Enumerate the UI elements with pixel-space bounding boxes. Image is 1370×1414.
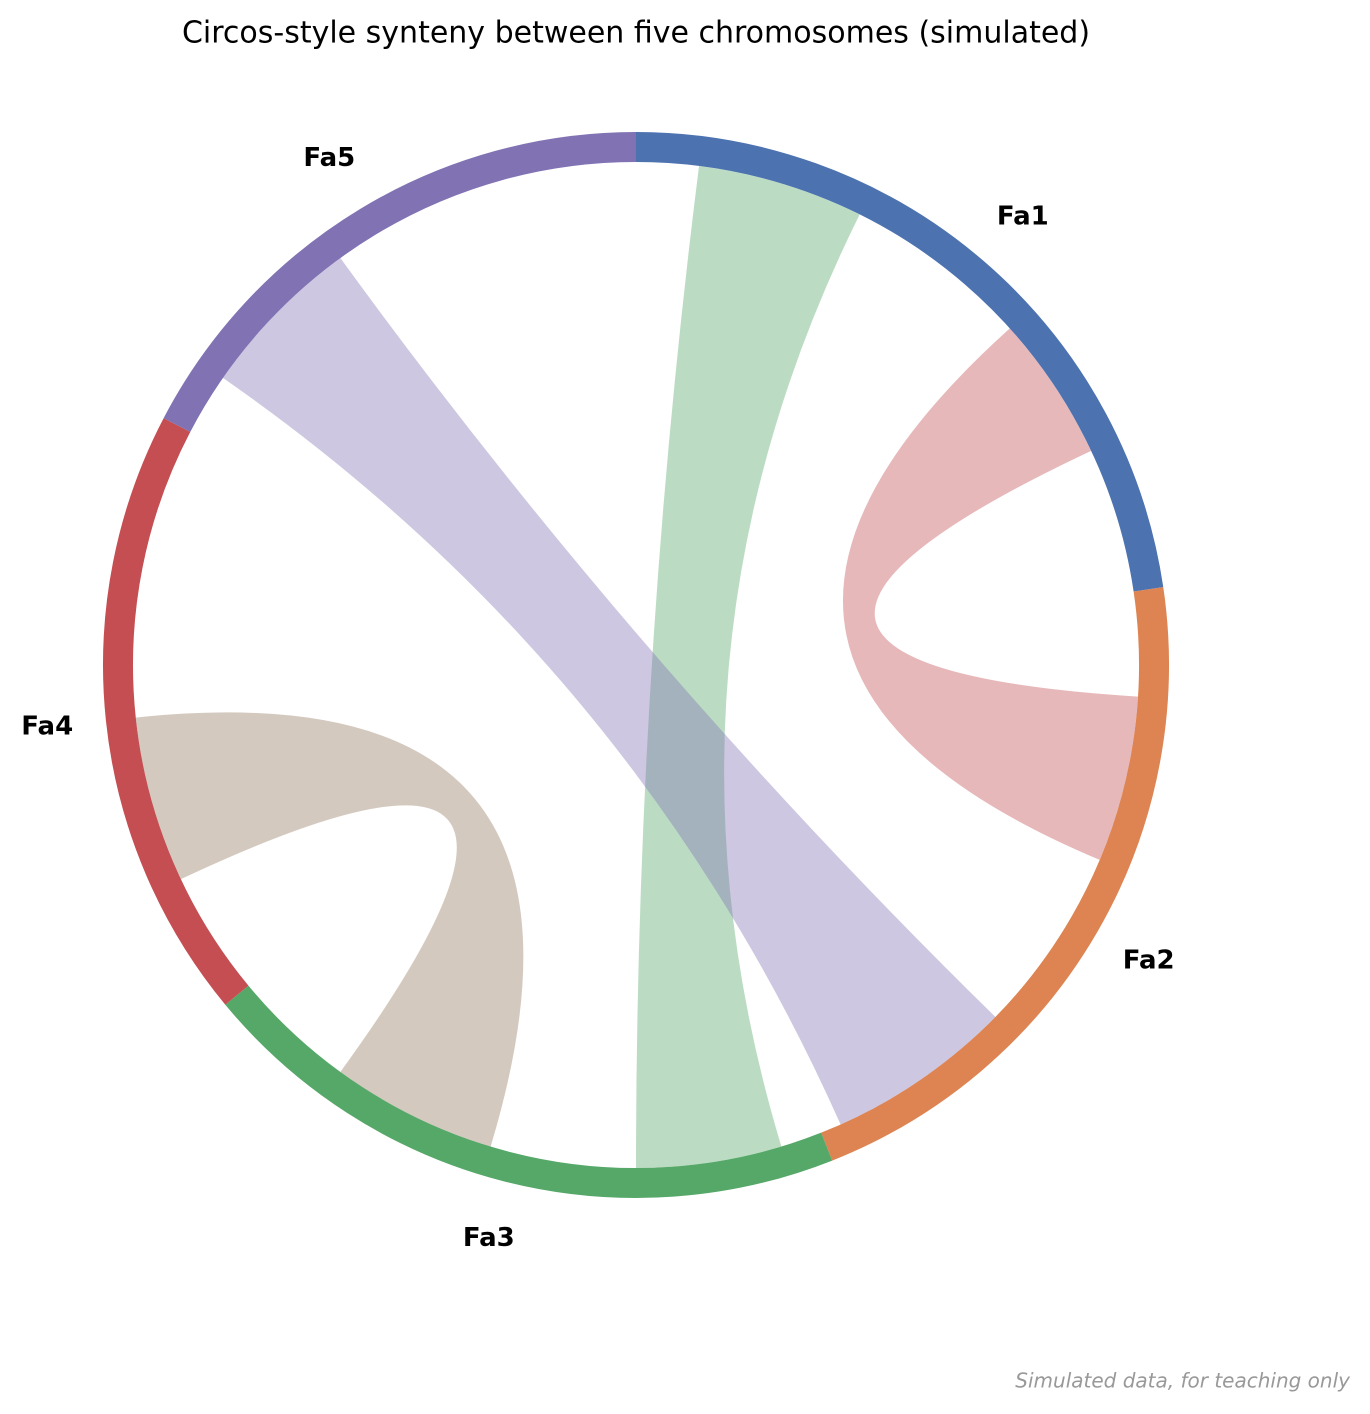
chromosome-arc <box>635 132 1164 592</box>
chromosome-label: Fa1 <box>997 201 1049 231</box>
chromosome-label: Fa5 <box>303 143 355 173</box>
synteny-link <box>135 712 524 1147</box>
synteny-link <box>842 328 1139 860</box>
synteny-link <box>636 165 860 1169</box>
chromosome-label: Fa3 <box>463 1223 515 1253</box>
synteny-link <box>222 258 996 1125</box>
chromosome-arc <box>163 132 637 432</box>
chromosome-arc <box>103 418 249 1005</box>
chromosome-arc <box>821 587 1169 1161</box>
chart-title: Circos-style synteny between five chromo… <box>182 16 1090 51</box>
chromosome-label: Fa4 <box>21 711 73 741</box>
footnote: Simulated data, for teaching only <box>1015 1369 1351 1393</box>
chromosome-arc <box>225 985 833 1198</box>
chromosome-label: Fa2 <box>1123 946 1175 976</box>
